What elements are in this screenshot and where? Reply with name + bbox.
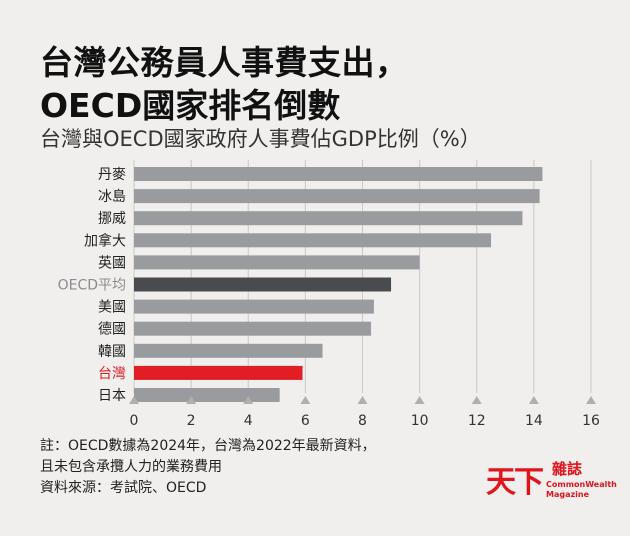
tick-marker [414, 396, 425, 404]
bar [134, 388, 280, 402]
category-label: 丹麥 [98, 167, 126, 183]
tick-marker [471, 396, 482, 404]
category-label: 日本 [98, 388, 126, 404]
category-label: 英國 [98, 254, 126, 271]
x-tick-label: 16 [582, 413, 600, 429]
category-label: 挪威 [98, 211, 126, 227]
logo-main-text: 天下 [486, 465, 544, 500]
x-tick-label: 4 [244, 413, 253, 429]
logo-english-line-1: CommonWealth [546, 480, 617, 489]
x-tick-label: 14 [525, 413, 543, 429]
bar [134, 189, 540, 204]
category-label: 美國 [98, 300, 126, 316]
x-tick-label: 12 [468, 413, 486, 429]
x-tick-label: 6 [301, 413, 310, 429]
category-label: 韓國 [98, 344, 126, 360]
category-label: 台灣 [98, 366, 126, 382]
category-label: OECD平均 [58, 278, 126, 294]
x-tick-label: 8 [358, 413, 367, 429]
bar [134, 299, 374, 314]
logo-side-text: 雜誌 [552, 460, 583, 478]
tick-marker [586, 396, 596, 404]
bar [134, 277, 392, 292]
category-label: 冰島 [98, 189, 126, 205]
footnotes: 註：OECD數據為2024年，台灣為2022年最新資料， 且未包含承攬人力的業務… [40, 436, 376, 499]
x-tick-label: 10 [411, 413, 429, 429]
x-tick-label: 0 [130, 413, 139, 429]
bar [134, 255, 420, 270]
bar [134, 343, 323, 358]
bars [134, 167, 543, 402]
tick-marker [357, 396, 368, 404]
category-label: 德國 [98, 322, 126, 338]
x-axis: 0 2 4 6 8 10 12 14 16 [129, 396, 600, 429]
bar [134, 365, 303, 380]
commonwealth-logo: 天下 雜誌 CommonWealth Magazine [486, 457, 617, 505]
chart-subtitle: 台灣與OECD國家政府人事費佔GDP比例（%） [40, 127, 481, 151]
tick-marker [300, 396, 311, 404]
category-label: 加拿大 [84, 232, 126, 249]
x-tick-label: 2 [187, 413, 196, 429]
tick-marker [528, 396, 539, 404]
note-line-1: 註：OECD數據為2024年，台灣為2022年最新資料， [40, 438, 376, 454]
title-line-1: 台灣公務員人事費支出， [40, 43, 409, 82]
bar [134, 211, 523, 226]
bar [134, 167, 543, 181]
logo-english-line-2: Magazine [546, 490, 590, 499]
bar [134, 233, 492, 248]
tick-marker [129, 396, 139, 404]
note-line-2: 且未包含承攬人力的業務費用 [40, 459, 222, 475]
source-line: 資料來源：考試院、OECD [40, 480, 207, 496]
tick-marker [243, 396, 254, 404]
title-line-2: OECD國家排名倒數 [40, 86, 341, 125]
tick-marker [186, 396, 197, 404]
bar [134, 321, 372, 336]
